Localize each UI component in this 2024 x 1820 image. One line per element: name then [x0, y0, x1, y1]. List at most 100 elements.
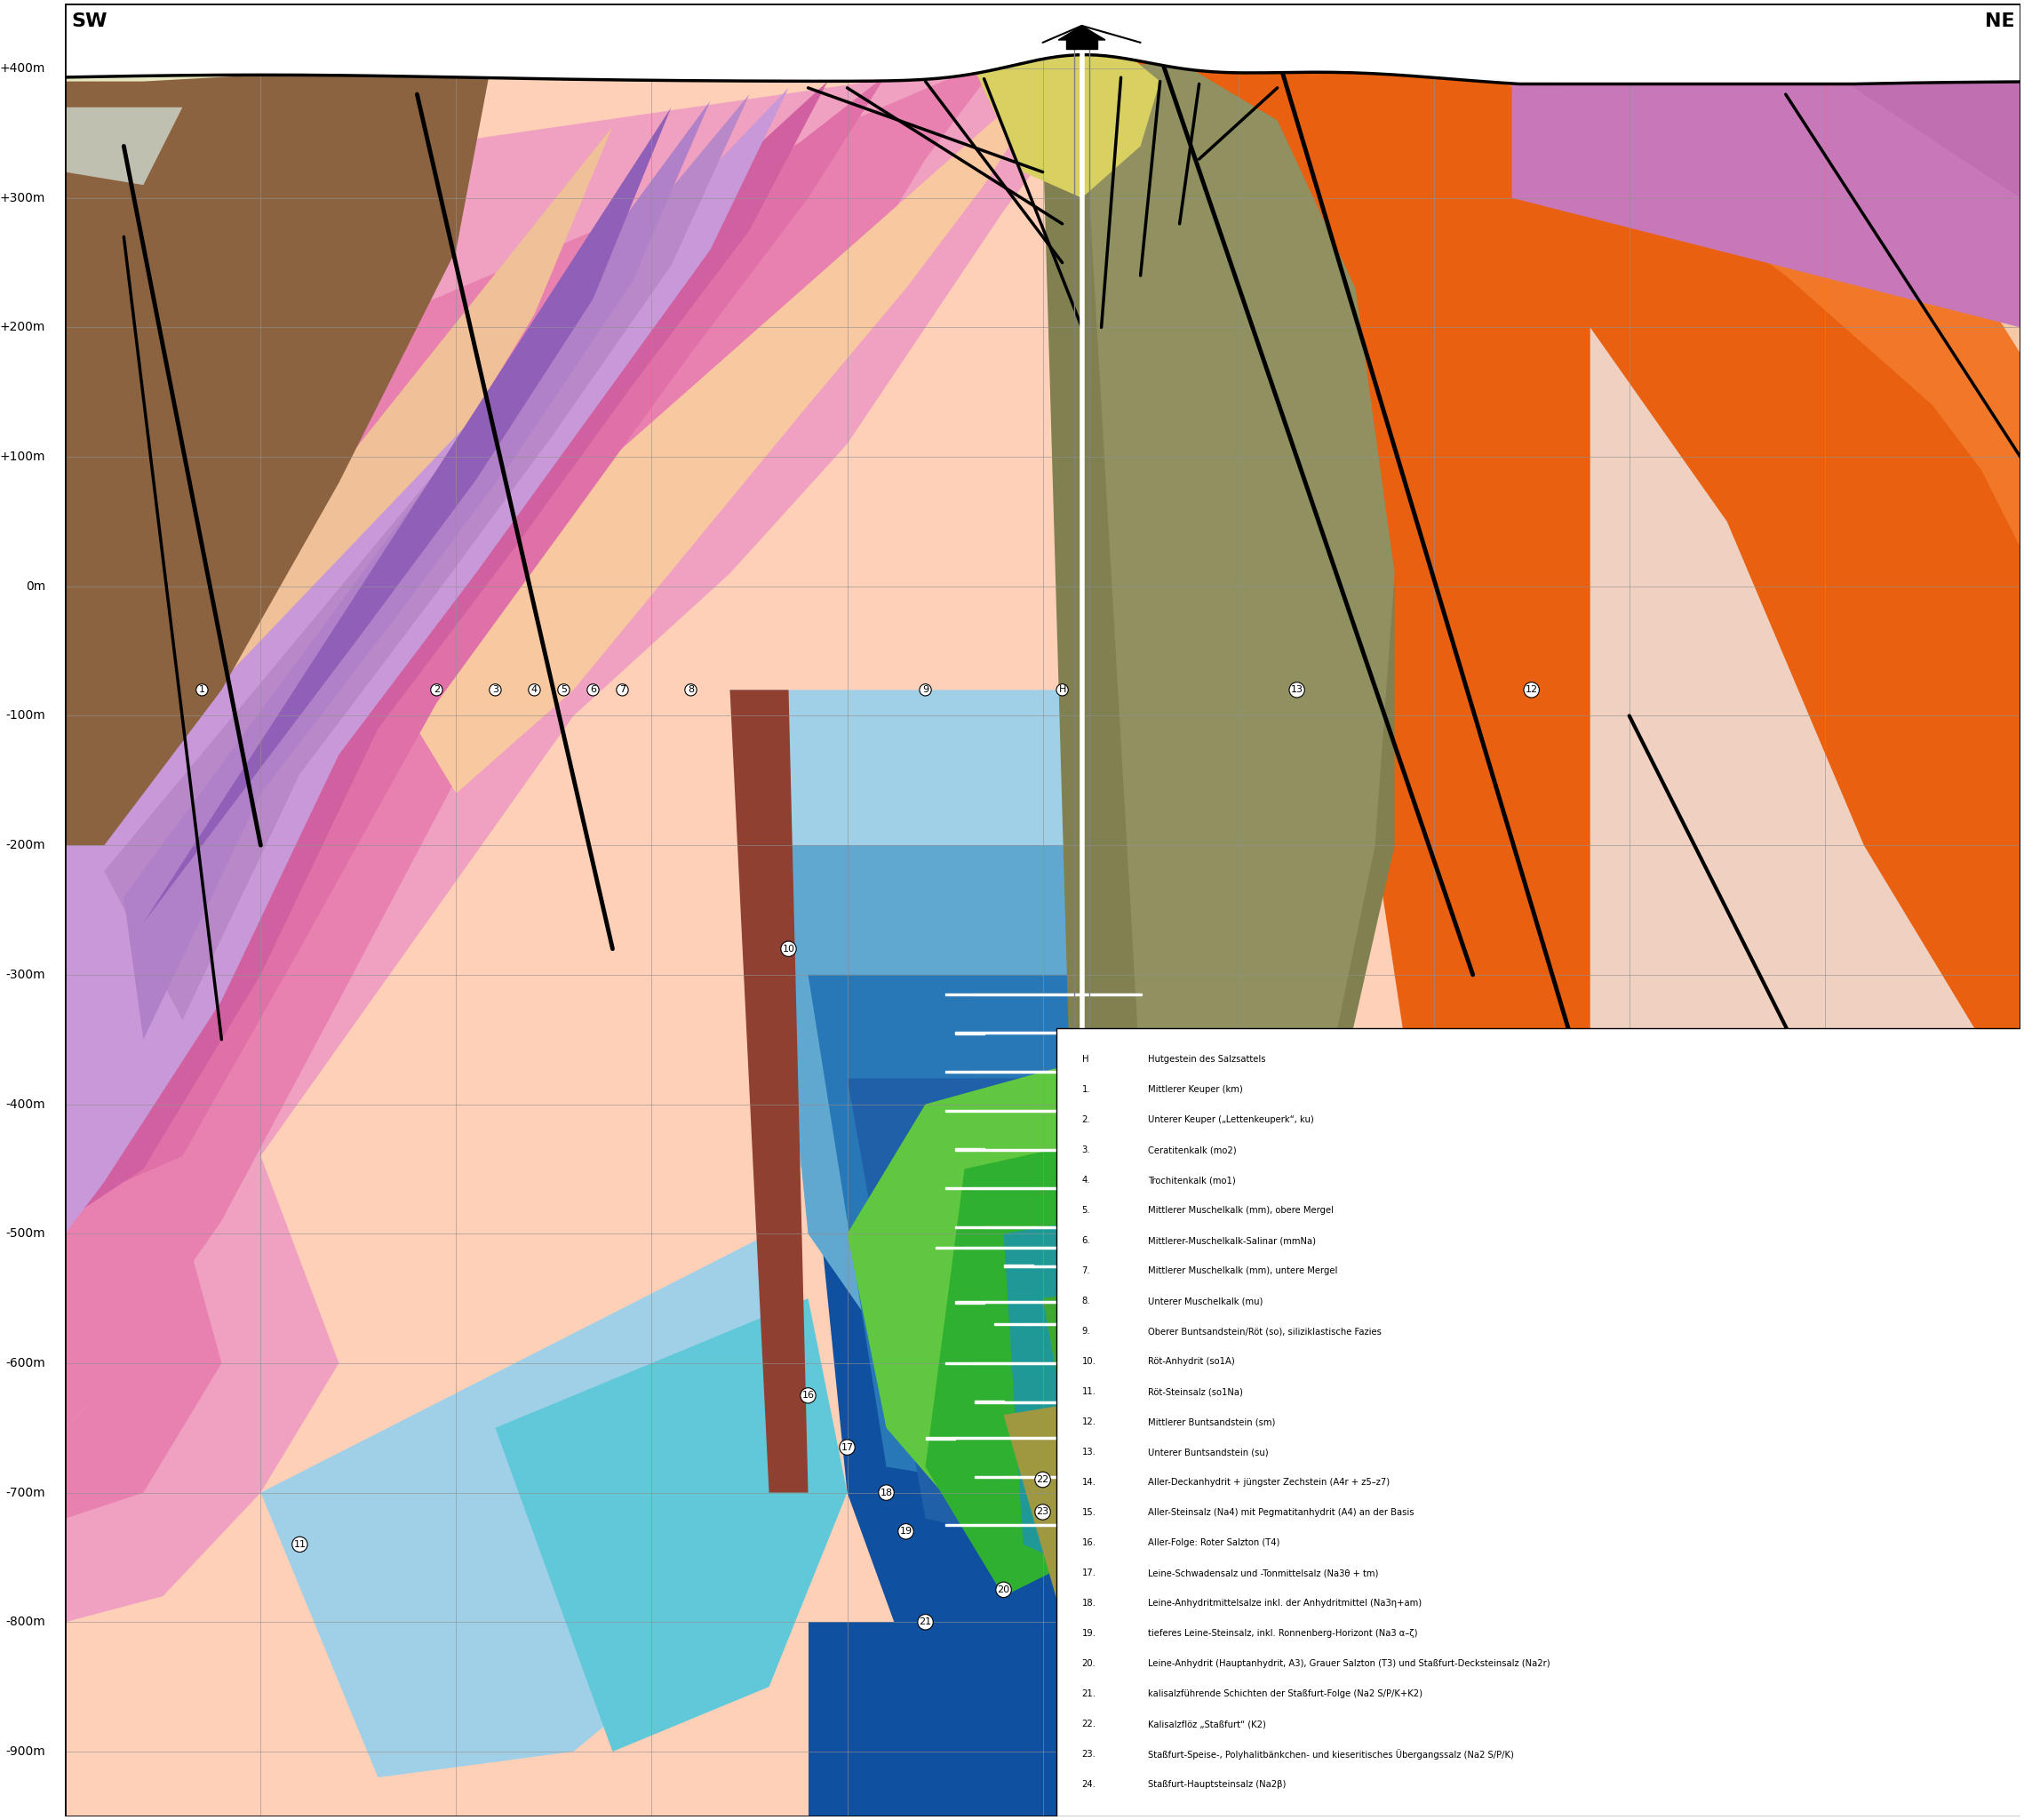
Text: 20: 20: [998, 1585, 1010, 1594]
Polygon shape: [1081, 690, 1336, 1492]
Polygon shape: [808, 1622, 2020, 1816]
Text: Staßfurt-Hauptsteinsalz (Na2β): Staßfurt-Hauptsteinsalz (Na2β): [1148, 1780, 1287, 1789]
Text: -500m: -500m: [6, 1227, 47, 1239]
Polygon shape: [123, 100, 710, 1039]
Text: 21: 21: [919, 1618, 931, 1627]
Text: SW: SW: [71, 13, 107, 31]
Polygon shape: [945, 1070, 974, 1072]
Text: 12.: 12.: [1081, 1418, 1097, 1427]
Text: +200m: +200m: [0, 320, 47, 333]
Polygon shape: [1668, 4, 2020, 353]
Text: 18: 18: [880, 1489, 893, 1498]
Text: 19: 19: [899, 1527, 913, 1536]
Text: 6: 6: [589, 686, 597, 695]
Text: 10: 10: [783, 945, 795, 954]
Polygon shape: [65, 55, 1004, 1429]
Text: 16: 16: [802, 1390, 814, 1400]
FancyBboxPatch shape: [1057, 1028, 2024, 1816]
Text: 5: 5: [561, 686, 567, 695]
Text: 15: 15: [1271, 1216, 1283, 1225]
Text: NE: NE: [1986, 13, 2014, 31]
Polygon shape: [65, 42, 1140, 1389]
Polygon shape: [65, 107, 182, 186]
Polygon shape: [808, 976, 1198, 1492]
Text: 7.: 7.: [1081, 1267, 1091, 1276]
Polygon shape: [731, 690, 1160, 1389]
Polygon shape: [105, 95, 749, 1019]
Polygon shape: [65, 4, 2020, 1816]
Text: Mittlerer Keuper (km): Mittlerer Keuper (km): [1148, 1085, 1243, 1094]
Text: 20.: 20.: [1081, 1660, 1095, 1669]
Text: 8: 8: [688, 686, 694, 695]
Text: -400m: -400m: [6, 1097, 47, 1110]
Text: 4: 4: [530, 686, 538, 695]
Polygon shape: [1004, 1389, 1198, 1687]
Polygon shape: [1629, 4, 2020, 198]
Text: Staßfurt-Speise-, Polyhalitbänkchen- und kieseritisches Übergangssalz (Na2 S/P/K: Staßfurt-Speise-, Polyhalitbänkchen- und…: [1148, 1749, 1514, 1760]
Polygon shape: [65, 82, 828, 1221]
Polygon shape: [65, 75, 887, 1208]
Text: +400m: +400m: [0, 62, 47, 75]
Polygon shape: [1336, 4, 2020, 548]
Text: +300m: +300m: [0, 191, 47, 204]
Polygon shape: [965, 49, 1160, 198]
Polygon shape: [65, 4, 1042, 82]
Text: -900m: -900m: [6, 1745, 47, 1758]
Text: 3: 3: [492, 686, 498, 695]
Text: 22.: 22.: [1081, 1720, 1097, 1729]
Text: 13: 13: [1291, 686, 1303, 695]
Text: 11: 11: [293, 1540, 306, 1549]
Text: 9: 9: [923, 686, 929, 695]
Polygon shape: [945, 1361, 974, 1365]
Polygon shape: [65, 42, 496, 844]
Polygon shape: [1081, 4, 2020, 1234]
Polygon shape: [1042, 1272, 1239, 1622]
Text: -100m: -100m: [6, 710, 47, 723]
Text: 14: 14: [1310, 1099, 1324, 1108]
Polygon shape: [974, 1401, 1004, 1403]
Text: 1.: 1.: [1081, 1085, 1091, 1094]
Text: 19.: 19.: [1081, 1629, 1097, 1638]
Text: Mittlerer Muschelkalk (mm), untere Mergel: Mittlerer Muschelkalk (mm), untere Merge…: [1148, 1267, 1338, 1276]
Text: kalisalzführende Schichten der Staßfurt-Folge (Na2 S/P/K+K2): kalisalzführende Schichten der Staßfurt-…: [1148, 1689, 1423, 1698]
Ellipse shape: [1057, 1709, 1107, 1716]
Text: 23: 23: [1036, 1507, 1048, 1516]
Text: 24.: 24.: [1081, 1780, 1095, 1789]
Text: -800m: -800m: [6, 1616, 47, 1629]
Polygon shape: [945, 1187, 974, 1190]
Polygon shape: [162, 127, 613, 910]
Text: Mittlerer Buntsandstein (sm): Mittlerer Buntsandstein (sm): [1148, 1418, 1275, 1427]
Polygon shape: [1042, 82, 1395, 1492]
Text: 5.: 5.: [1081, 1207, 1091, 1216]
Polygon shape: [848, 1077, 1180, 1545]
Polygon shape: [974, 1476, 1004, 1478]
Text: Mittlerer Muschelkalk (mm), obere Mergel: Mittlerer Muschelkalk (mm), obere Mergel: [1148, 1207, 1334, 1216]
Text: Leine-Anhydritmittelsalze inkl. der Anhydritmittel (Na3η+am): Leine-Anhydritmittelsalze inkl. der Anhy…: [1148, 1600, 1423, 1607]
Text: 8.: 8.: [1081, 1298, 1091, 1305]
Polygon shape: [955, 1227, 984, 1228]
Text: Aller-Deckanhydrit + jüngster Zechstein (A4r + z5–z7): Aller-Deckanhydrit + jüngster Zechstein …: [1148, 1478, 1390, 1487]
Text: Unterer Keuper („Lettenkeuperk“, ku): Unterer Keuper („Lettenkeuperk“, ku): [1148, 1116, 1314, 1125]
Polygon shape: [731, 690, 808, 1492]
Text: 17: 17: [840, 1443, 854, 1452]
Text: -200m: -200m: [6, 839, 47, 852]
Text: 2.: 2.: [1081, 1116, 1091, 1125]
Text: 17.: 17.: [1081, 1569, 1097, 1578]
Text: 18.: 18.: [1081, 1600, 1095, 1607]
Polygon shape: [1081, 62, 1395, 1414]
Text: +100m: +100m: [0, 451, 47, 462]
Polygon shape: [65, 87, 789, 1234]
Text: 11.: 11.: [1081, 1387, 1097, 1396]
Polygon shape: [955, 1301, 984, 1303]
Text: 6.: 6.: [1081, 1236, 1091, 1245]
Text: 1: 1: [198, 686, 204, 695]
Text: Unterer Muschelkalk (mu): Unterer Muschelkalk (mu): [1148, 1298, 1263, 1305]
Polygon shape: [925, 1438, 955, 1440]
Text: Trochitenkalk (mo1): Trochitenkalk (mo1): [1148, 1176, 1237, 1185]
Text: 10.: 10.: [1081, 1358, 1095, 1367]
Polygon shape: [378, 42, 1081, 794]
Text: 7: 7: [619, 686, 625, 695]
Text: 12: 12: [1526, 686, 1538, 695]
Text: 15.: 15.: [1081, 1509, 1097, 1518]
Text: 9.: 9.: [1081, 1327, 1091, 1336]
